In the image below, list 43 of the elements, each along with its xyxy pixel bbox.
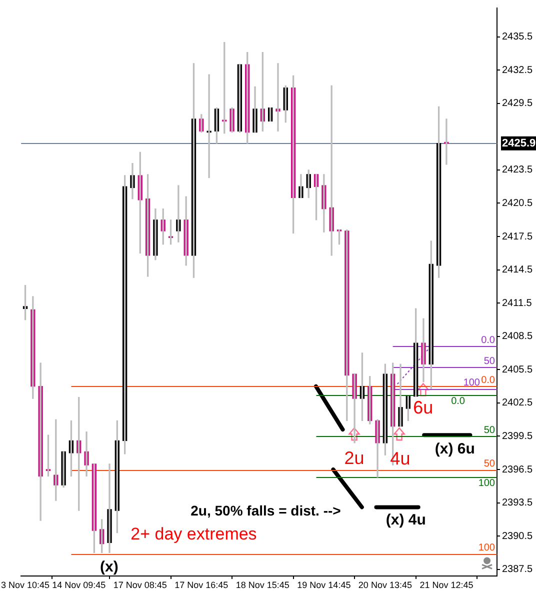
annotation: 2+ day extremes <box>130 524 257 544</box>
y-tick-label: 2408.5 <box>502 331 534 342</box>
annotation: 4u <box>390 448 410 468</box>
y-tick-label: 2414.5 <box>502 264 534 276</box>
y-tick-label: 2420.5 <box>502 198 534 209</box>
y-tick-label: 2432.5 <box>502 64 534 76</box>
annotation: (x) <box>100 558 118 576</box>
annotation: 100 <box>463 377 480 388</box>
y-tick-label: 2405.5 <box>502 364 534 376</box>
annotation: 50 <box>484 458 496 470</box>
annotation: 2u, 50% falls = dist. --> <box>190 502 341 519</box>
x-tick-label: 3 Nov 10:45 <box>0 580 50 590</box>
annotation: (x) 4u <box>386 512 426 529</box>
x-tick-label: 17 Nov 08:45 <box>113 580 167 590</box>
candlestick <box>268 108 273 122</box>
y-tick-label: 2417.5 <box>502 231 534 242</box>
annotation: 100 <box>478 478 496 490</box>
annotation: 0.0 <box>451 396 466 407</box>
y-tick-label: 2423.5 <box>502 164 534 176</box>
x-tick-label: 20 Nov 13:45 <box>358 580 412 590</box>
x-tick-label: 18 Nov 15:45 <box>236 580 290 590</box>
x-tick-label: 17 Nov 16:45 <box>174 580 228 590</box>
annotation: 0.0 <box>481 335 496 346</box>
annotation: 50 <box>484 356 496 368</box>
y-tick-label: 2399.5 <box>502 430 534 442</box>
y-tick-label: 2396.5 <box>502 464 534 476</box>
ref-line-label: 2425.9 <box>502 137 536 150</box>
y-tick-label: 2387.5 <box>502 564 534 576</box>
annotation: 2u <box>344 448 364 468</box>
x-tick-label: 19 Nov 14:45 <box>297 580 351 590</box>
x-tick-label: 14 Nov 09:45 <box>52 580 106 590</box>
annotation: 50 <box>484 424 496 436</box>
y-tick-label: 2393.5 <box>502 498 534 509</box>
y-tick-label: 2435.5 <box>502 32 534 43</box>
y-tick-label: 2390.5 <box>502 530 534 542</box>
y-tick-label: 2429.5 <box>502 98 534 110</box>
x-tick-label: 21 Nov 12:45 <box>420 580 474 590</box>
y-tick-label: 2402.5 <box>502 398 534 409</box>
annotation: (x) 6u <box>434 440 475 458</box>
annotation: 100 <box>478 542 496 554</box>
y-tick-label: 2411.5 <box>502 298 532 309</box>
annotation: 6u <box>413 397 434 418</box>
annotation: 0.0 <box>481 375 496 386</box>
